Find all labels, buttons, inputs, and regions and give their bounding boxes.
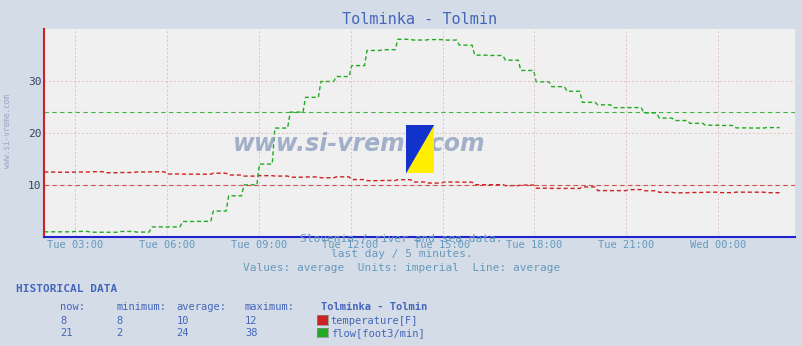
Text: average:: average:: [176, 302, 226, 312]
Text: 12: 12: [245, 316, 257, 326]
Text: www.si-vreme.com: www.si-vreme.com: [2, 94, 12, 169]
Text: www.si-vreme.com: www.si-vreme.com: [233, 131, 485, 156]
Polygon shape: [405, 125, 433, 173]
Text: 10: 10: [176, 316, 189, 326]
Text: 8: 8: [116, 316, 123, 326]
Text: 21: 21: [60, 328, 73, 338]
Text: maximum:: maximum:: [245, 302, 294, 312]
Polygon shape: [405, 125, 433, 173]
Text: last day / 5 minutes.: last day / 5 minutes.: [330, 249, 472, 259]
Text: temperature[F]: temperature[F]: [330, 316, 418, 326]
Text: Tolminka - Tolmin: Tolminka - Tolmin: [321, 302, 427, 312]
Text: 38: 38: [245, 328, 257, 338]
Text: 2: 2: [116, 328, 123, 338]
Text: 24: 24: [176, 328, 189, 338]
Text: 8: 8: [60, 316, 67, 326]
Text: Slovenia / river and sea data.: Slovenia / river and sea data.: [300, 234, 502, 244]
Text: HISTORICAL DATA: HISTORICAL DATA: [16, 284, 117, 294]
Text: minimum:: minimum:: [116, 302, 166, 312]
Text: flow[foot3/min]: flow[foot3/min]: [330, 328, 424, 338]
Text: now:: now:: [60, 302, 85, 312]
Text: Values: average  Units: imperial  Line: average: Values: average Units: imperial Line: av…: [242, 263, 560, 273]
Title: Tolminka - Tolmin: Tolminka - Tolmin: [342, 12, 496, 27]
